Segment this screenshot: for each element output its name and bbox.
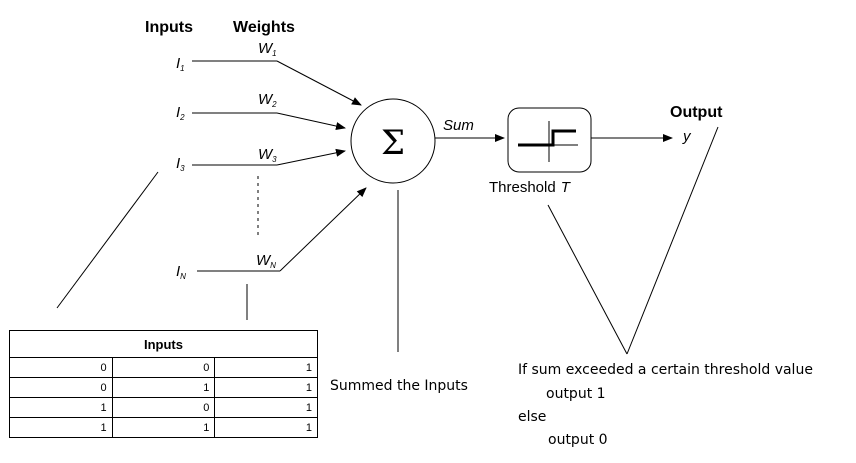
table-cell: 0 (9, 377, 113, 398)
table-cell: 0 (111, 357, 216, 378)
sigma-symbol: Σ (381, 123, 405, 163)
output-heading: Output (670, 104, 723, 121)
table-row: 1 0 1 (9, 397, 318, 418)
output-pointer-line (626, 126, 719, 355)
table-row: 0 1 1 (9, 377, 318, 398)
rule-line-2: output 1 (546, 386, 606, 402)
summation-node (350, 98, 436, 184)
table-cell: 1 (9, 397, 113, 418)
summed-note: Summed the Inputs (330, 378, 468, 394)
table-cell: 0 (111, 397, 216, 418)
weight-arrow-2 (276, 112, 346, 130)
threshold-label: Threshold T (489, 179, 572, 196)
table-cell: 1 (214, 397, 318, 418)
table-cell: 1 (214, 357, 318, 378)
inputs-heading: Inputs (145, 19, 193, 36)
rule-line-1: If sum exceeded a certain threshold valu… (518, 362, 813, 378)
threshold-pointer-line (547, 204, 628, 355)
inputs-table: Inputs 0 0 1 0 1 1 1 0 1 1 1 1 (9, 330, 318, 438)
inputs-pointer-line (56, 171, 159, 309)
table-cell: 1 (9, 417, 113, 438)
weight-label-2: W2 (258, 91, 277, 109)
weight-arrow-1 (276, 60, 362, 106)
input-label-1: I1 (176, 55, 185, 73)
weight-label-1: W1 (258, 40, 277, 58)
weight-label-n: WN (256, 252, 276, 270)
table-cell: 0 (9, 357, 113, 378)
step-function-icon (518, 121, 578, 162)
input-label-2: I2 (176, 104, 185, 122)
weight-label-3: W3 (258, 146, 277, 164)
table-row: 1 1 1 (9, 417, 318, 438)
rule-line-4: output 0 (548, 432, 608, 448)
sum-label: Sum (443, 117, 474, 134)
table-header-row: Inputs (9, 330, 318, 358)
weight-arrow-3 (276, 148, 346, 166)
weights-heading: Weights (233, 19, 295, 36)
table-cell: 1 (214, 377, 318, 398)
weight-arrow-n (279, 187, 367, 272)
input-label-n: IN (176, 263, 186, 281)
table-cell: 1 (111, 417, 216, 438)
output-variable: y (682, 128, 692, 145)
table-row: 0 0 1 (9, 357, 318, 378)
rule-line-3: else (518, 409, 547, 425)
table-cell: 1 (111, 377, 216, 398)
table-header: Inputs (9, 330, 318, 358)
table-cell: 1 (214, 417, 318, 438)
input-label-3: I3 (176, 155, 185, 173)
